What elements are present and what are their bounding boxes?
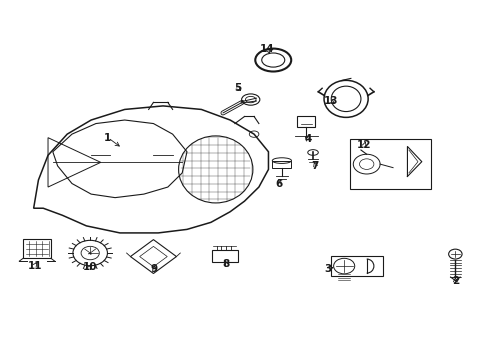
Text: 14: 14 [260, 45, 274, 54]
Text: 5: 5 [234, 83, 242, 93]
Text: 13: 13 [323, 96, 337, 106]
Text: 6: 6 [275, 179, 283, 189]
Text: 12: 12 [356, 140, 371, 150]
Text: 8: 8 [222, 258, 229, 269]
Text: 1: 1 [104, 133, 111, 143]
Text: 9: 9 [150, 264, 158, 274]
Text: 4: 4 [304, 134, 311, 144]
Text: 10: 10 [83, 262, 97, 272]
Text: 7: 7 [311, 161, 319, 171]
Text: 11: 11 [27, 261, 42, 271]
Text: 2: 2 [451, 275, 458, 285]
Text: 3: 3 [324, 264, 331, 274]
